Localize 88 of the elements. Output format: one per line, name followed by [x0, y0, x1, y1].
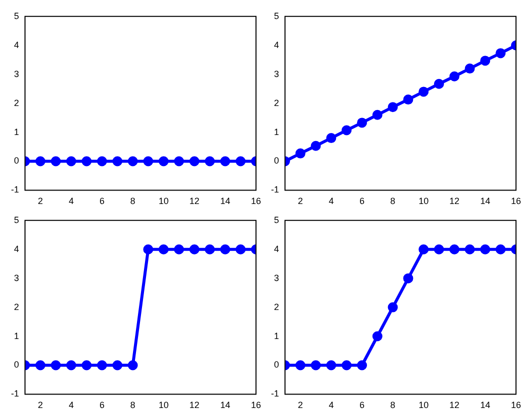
x-tick-label: 6: [99, 400, 105, 410]
point: [342, 125, 352, 136]
x-tick-label: 14: [480, 400, 490, 410]
y-tick-label: 0: [14, 360, 19, 370]
y-tick-label: 5: [274, 214, 279, 225]
point: [403, 273, 414, 284]
point: [357, 360, 367, 370]
x-tick-label: 14: [220, 400, 230, 410]
point: [449, 244, 460, 254]
y-tick-label: 5: [14, 214, 19, 225]
x-tick-label: 16: [250, 400, 262, 410]
point: [434, 78, 444, 89]
x-tick-label: 2: [298, 400, 303, 410]
y-tick-label: 3: [14, 68, 19, 79]
y-tick-label: 4: [274, 244, 279, 254]
point: [480, 244, 490, 254]
y-tick-label: -1: [10, 388, 19, 399]
y-tick-label: 5: [274, 10, 279, 21]
y-tick-label: -1: [270, 388, 279, 399]
point: [449, 71, 460, 82]
y-tick-label: 2: [14, 302, 19, 312]
x-tick-label: 4: [68, 196, 74, 206]
y-tick-label: 0: [14, 156, 19, 166]
point: [357, 118, 367, 128]
y-tick-label: 1: [274, 330, 279, 341]
y-tick-label: -1: [10, 184, 19, 195]
point: [464, 64, 475, 74]
x-tick-label: 14: [220, 196, 230, 206]
point: [342, 360, 352, 370]
y-tick-label: 2: [274, 98, 279, 108]
y-tick-label: 2: [14, 98, 19, 108]
y-tick-label: 4: [14, 40, 19, 50]
point: [326, 133, 336, 144]
y-tick-label: 3: [274, 272, 279, 283]
x-tick-label: 8: [130, 196, 136, 206]
x-tick-label: 16: [250, 196, 262, 206]
point: [295, 360, 306, 370]
point: [434, 244, 444, 254]
y-tick-label: 1: [14, 126, 19, 137]
x-tick-label: 8: [390, 400, 396, 410]
x-tick-label: 10: [418, 400, 429, 410]
x-tick-label: 4: [328, 196, 334, 206]
y-tick-label: 3: [14, 272, 19, 283]
x-tick-label: 8: [390, 196, 396, 206]
point: [372, 110, 382, 120]
y-tick-label: -1: [270, 184, 279, 195]
point: [418, 86, 429, 97]
x-tick-label: 4: [68, 400, 74, 410]
x-tick-label: 12: [189, 196, 200, 206]
point: [372, 331, 382, 342]
x-tick-label: 8: [130, 400, 136, 410]
point: [388, 302, 398, 312]
x-tick-label: 12: [449, 400, 460, 410]
point: [418, 244, 429, 254]
point: [295, 148, 306, 158]
point: [388, 102, 398, 112]
point: [310, 140, 321, 151]
point: [496, 244, 506, 254]
x-tick-label: 2: [38, 196, 43, 206]
x-tick-label: 12: [189, 400, 200, 410]
x-tick-label: 10: [158, 196, 169, 206]
x-tick-label: 6: [359, 400, 365, 410]
x-tick-label: 10: [418, 196, 429, 206]
point: [496, 48, 506, 58]
y-tick-label: 3: [274, 68, 279, 79]
x-tick-label: 2: [298, 196, 303, 206]
x-tick-label: 4: [328, 400, 334, 410]
x-tick-label: 12: [449, 196, 460, 206]
x-tick-label: 2: [38, 400, 43, 410]
x-tick-label: 16: [510, 400, 522, 410]
y-tick-label: 0: [274, 360, 279, 370]
point: [464, 244, 475, 254]
x-tick-label: 14: [480, 196, 490, 206]
x-tick-label: 10: [158, 400, 169, 410]
point: [310, 360, 321, 370]
y-tick-label: 4: [274, 40, 279, 50]
y-tick-label: 2: [274, 302, 279, 312]
y-tick-label: 4: [14, 244, 19, 254]
point: [480, 56, 490, 66]
y-tick-label: 1: [274, 126, 279, 137]
point: [326, 360, 336, 370]
y-tick-label: 5: [14, 10, 19, 21]
y-tick-label: 1: [14, 330, 19, 341]
point: [403, 94, 414, 105]
y-tick-label: 0: [274, 156, 279, 166]
x-tick-label: 6: [99, 196, 105, 206]
x-tick-label: 6: [359, 196, 365, 206]
x-tick-label: 16: [510, 196, 522, 206]
